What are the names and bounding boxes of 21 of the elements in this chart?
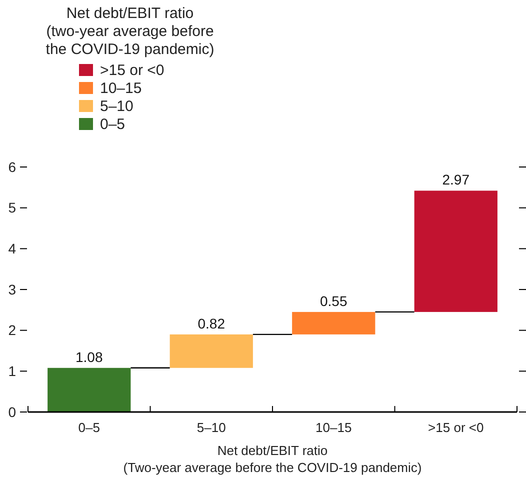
legend-label: >15 or <0 bbox=[100, 62, 164, 79]
legend-title: Net debt/EBIT ratio (two-year average before the COVID-19 pandemic) bbox=[46, 5, 214, 58]
data-label: 2.97 bbox=[442, 172, 470, 188]
x-tick-label: 0–5 bbox=[78, 420, 100, 435]
y-tick-label: 3 bbox=[8, 281, 16, 298]
y-tick-label: 0 bbox=[8, 404, 16, 420]
x-tick-label: 10–15 bbox=[316, 420, 352, 435]
y-tick-label: 1 bbox=[8, 363, 16, 380]
data-label: 0.55 bbox=[320, 292, 348, 309]
data-label: 1.08 bbox=[76, 348, 103, 365]
legend-label: 0–5 bbox=[100, 116, 126, 133]
y-tick-label: 6 bbox=[8, 158, 16, 175]
legend-label: 10–15 bbox=[100, 80, 142, 97]
y-tick-label: 2 bbox=[8, 322, 16, 338]
y-tick-label: 5 bbox=[8, 200, 16, 216]
x-axis-title: Net debt/EBIT ratio (Two-year average before the COVID-19 pandemic) bbox=[123, 443, 422, 475]
x-tick-label: 5–10 bbox=[196, 420, 226, 435]
y-tick-label: 4 bbox=[8, 240, 16, 257]
data-label: 0.82 bbox=[198, 315, 226, 332]
legend-label: 5–10 bbox=[100, 98, 134, 115]
x-tick-label: >15 or <0 bbox=[428, 420, 484, 435]
